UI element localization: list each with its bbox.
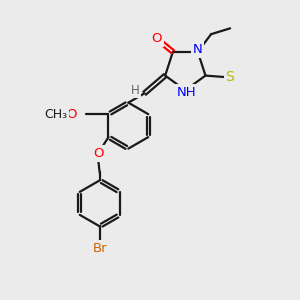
Text: CH₃: CH₃ <box>44 108 67 121</box>
Text: Br: Br <box>92 242 107 255</box>
Text: O: O <box>66 108 76 121</box>
Text: O: O <box>152 32 162 45</box>
Text: NH: NH <box>177 86 197 99</box>
Text: O: O <box>93 147 104 160</box>
Text: S: S <box>226 70 234 84</box>
Text: N: N <box>193 43 203 56</box>
Text: H: H <box>131 84 140 97</box>
